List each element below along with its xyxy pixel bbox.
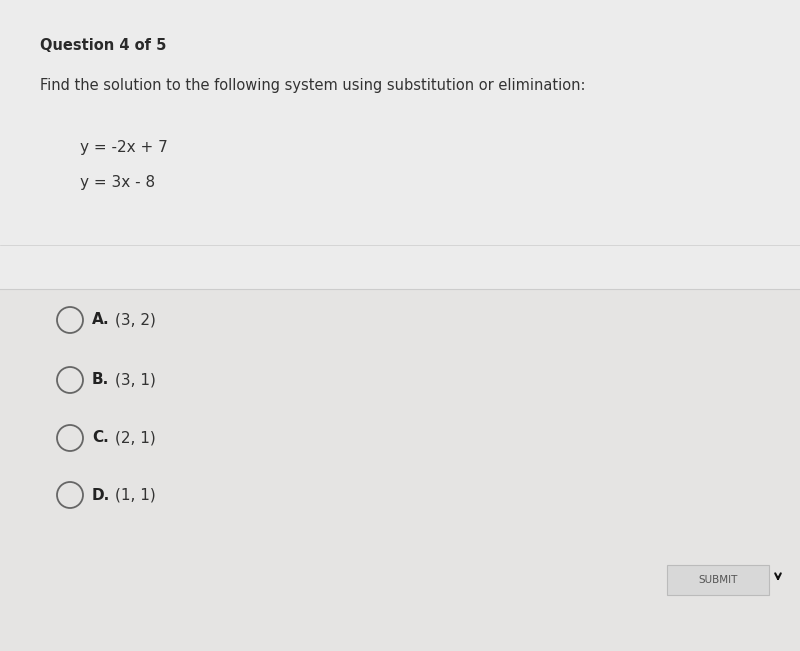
- FancyBboxPatch shape: [0, 290, 800, 651]
- Text: SUBMIT: SUBMIT: [698, 575, 738, 585]
- Text: (3, 1): (3, 1): [115, 372, 156, 387]
- Text: y = 3x - 8: y = 3x - 8: [80, 175, 155, 190]
- Text: B.: B.: [92, 372, 110, 387]
- FancyBboxPatch shape: [667, 565, 769, 595]
- Text: C.: C.: [92, 430, 109, 445]
- Text: D.: D.: [92, 488, 110, 503]
- Text: (1, 1): (1, 1): [115, 488, 156, 503]
- Text: (2, 1): (2, 1): [115, 430, 156, 445]
- Text: A.: A.: [92, 312, 110, 327]
- Text: y = -2x + 7: y = -2x + 7: [80, 140, 168, 155]
- Text: Find the solution to the following system using substitution or elimination:: Find the solution to the following syste…: [40, 78, 586, 93]
- FancyBboxPatch shape: [0, 0, 800, 290]
- Text: Question 4 of 5: Question 4 of 5: [40, 38, 166, 53]
- Text: (3, 2): (3, 2): [115, 312, 156, 327]
